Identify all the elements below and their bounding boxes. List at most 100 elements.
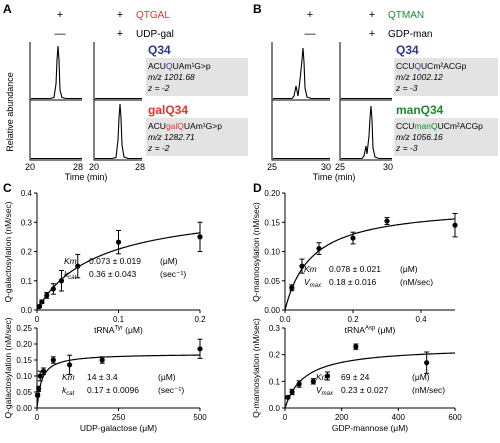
seq-q34-a: ACUQUAm¹G>p	[148, 61, 211, 71]
data-point-d2	[296, 381, 302, 387]
panel-b-chromatograms: 25 30 25 30 Time (min) Q34 CCUQUCm²ACGp …	[267, 42, 498, 182]
mz-galq34: m/z 1282.71	[148, 132, 195, 142]
axes-d2	[284, 328, 455, 409]
xtick-label-c1: 0	[35, 315, 40, 324]
panel-a-conditions: + + QTGAL — + UDP-gal	[55, 9, 174, 40]
species-q34-a: Q34	[148, 43, 171, 57]
tick-a-left-end: 28	[73, 162, 83, 172]
param-value-d1: 0.18 ± 0.016	[329, 277, 376, 287]
xtick-label-c1: 0.1	[113, 315, 125, 324]
xlabel-d1: tRNAAsp (μM)	[345, 325, 396, 335]
param-unit-d1: (μM)	[400, 264, 418, 274]
label-qtgal: QTGAL	[136, 10, 170, 21]
param-unit-d2: (nM/sec)	[412, 385, 445, 395]
tick-b-right-start: 25	[335, 162, 345, 172]
annot-a-bottom: galQ34 ACUgalQUAm¹G>p m/z 1282.71 z = -2	[146, 103, 248, 156]
xtick-label-d2: 200	[335, 413, 349, 422]
xlabel-b-time: Time (min)	[313, 172, 356, 182]
annot-b-bottom: manQ34 CCUmanQUCm²ACGp m/z 1056.16 z = -…	[394, 103, 498, 156]
panel-letter-b: B	[253, 2, 262, 16]
z-q34-b: z = -3	[395, 83, 418, 93]
data-point-c1	[50, 286, 56, 292]
param-unit-d1: (nM/sec)	[400, 277, 433, 287]
ylabel-d2: Q-mannosylation (nM/sec)	[251, 318, 261, 418]
param-value-d2: 69 ± 24	[341, 372, 370, 382]
plot-c-trna-tyr: 0 0.1 0.2 0.0 0.1 0.2 0.3 0.4 Q-galactosylation …	[3, 189, 206, 335]
param-name-d2: Vmax	[316, 385, 334, 397]
data-point-d1	[350, 235, 356, 241]
axis-b-left	[271, 42, 330, 161]
z-q34-a: z = -2	[147, 83, 170, 93]
panel-letter-a: A	[3, 2, 12, 16]
sign-a-r2-c1: —	[55, 28, 66, 40]
param-unit-c1: (μM)	[160, 256, 178, 266]
ytick-label-c2: 0.10	[16, 372, 32, 381]
fit-curve-d1	[284, 218, 456, 311]
ytick-label-d2: 0.3	[269, 324, 281, 333]
ytick-label-d1: 0.10	[264, 248, 280, 257]
axes-c2	[36, 328, 200, 409]
panel-b-conditions: + + QTMAN — + GDP-man	[305, 9, 433, 40]
label-gdp-man: GDP-man	[388, 29, 432, 40]
data-point-c1	[58, 278, 65, 284]
ytick-label-c2: 0.00	[16, 404, 32, 413]
xtick-label-c2: 0	[35, 413, 40, 422]
data-point-c2	[35, 392, 41, 398]
data-point-c2	[197, 346, 203, 352]
tick-b-left-end: 30	[321, 162, 331, 172]
sign-b-r2-c2: +	[369, 28, 375, 40]
data-point-c1	[115, 239, 122, 245]
xtick-label-d2: 400	[392, 413, 406, 422]
param-name-d1: Vmax	[304, 277, 322, 289]
sign-a-r1-c1: +	[57, 9, 63, 21]
xtick-label-c2: 250	[112, 413, 126, 422]
mz-q34-b: m/z 1002.12	[396, 72, 443, 82]
data-point-c2	[40, 368, 47, 374]
data-point-d2	[285, 394, 291, 400]
param-name-c1: kcat	[64, 269, 77, 281]
data-point-c1	[39, 299, 45, 305]
tick-b-left-start: 25	[267, 162, 277, 172]
panel-letter-d: D	[253, 181, 262, 195]
seq-galq34: ACUgalQUAm¹G>p	[148, 121, 222, 131]
trace-a-top-left	[31, 45, 82, 100]
xtick-label-c1: 0.2	[194, 315, 206, 324]
param-unit-c2: (sec⁻¹)	[158, 385, 184, 395]
trace-b-top-left	[273, 47, 330, 100]
sign-b-r1-c2: +	[369, 9, 375, 21]
ylabel-c1: Q-galactosylation (nM/sec)	[3, 201, 13, 302]
xlabel-c2: UDP-galactose (μM)	[80, 423, 157, 433]
ylabel-relative-abundance: Relative abundance	[5, 72, 15, 152]
sign-a-r2-c2: +	[117, 28, 123, 40]
ytick-label-c1: 0.0	[21, 306, 33, 315]
xtick-label-d1: 0.0	[279, 315, 291, 324]
plot-c-udp-galactose: 0 250 5000.000.050.100.150.200.25Q-galacto…	[3, 317, 207, 433]
data-point-c2	[67, 362, 73, 368]
xtick-label-d1: 0.4	[415, 315, 427, 324]
data-point-c1	[44, 292, 50, 298]
fit-curve-c2	[36, 354, 201, 409]
ytick-label-c1: 0.4	[21, 189, 33, 198]
trace-b-bottom-right	[341, 105, 392, 160]
ytick-label-d1: 0.15	[264, 218, 280, 227]
ytick-label-c1: 0.3	[21, 218, 33, 227]
xtick-label-c2: 500	[193, 413, 207, 422]
ytick-label-c2: 0.05	[16, 388, 32, 397]
tick-a-right-end: 28	[135, 162, 145, 172]
ytick-label-d1: 0.20	[264, 189, 280, 198]
panel-a-chromatograms: Relative abundance 20 28 20 28 Time (min…	[5, 42, 248, 182]
data-point-c1	[36, 303, 43, 310]
xtick-label-d1: 0.2	[347, 315, 359, 324]
label-qtman: QTMAN	[388, 10, 424, 21]
xtick-label-d2: 600	[448, 413, 462, 422]
ytick-label-d2: 0.1	[269, 377, 281, 386]
ytick-label-d2: 0.0	[269, 404, 281, 413]
param-value-c2: 14 ± 3.4	[87, 372, 118, 382]
axis-a-left	[29, 42, 82, 161]
data-point-d2	[353, 344, 359, 350]
data-point-d2	[324, 373, 331, 379]
param-value-c2: 0.17 ± 0.0096	[87, 385, 139, 395]
mz-q34-a: m/z 1201.68	[148, 72, 195, 82]
param-unit-c2: (μM)	[158, 372, 176, 382]
